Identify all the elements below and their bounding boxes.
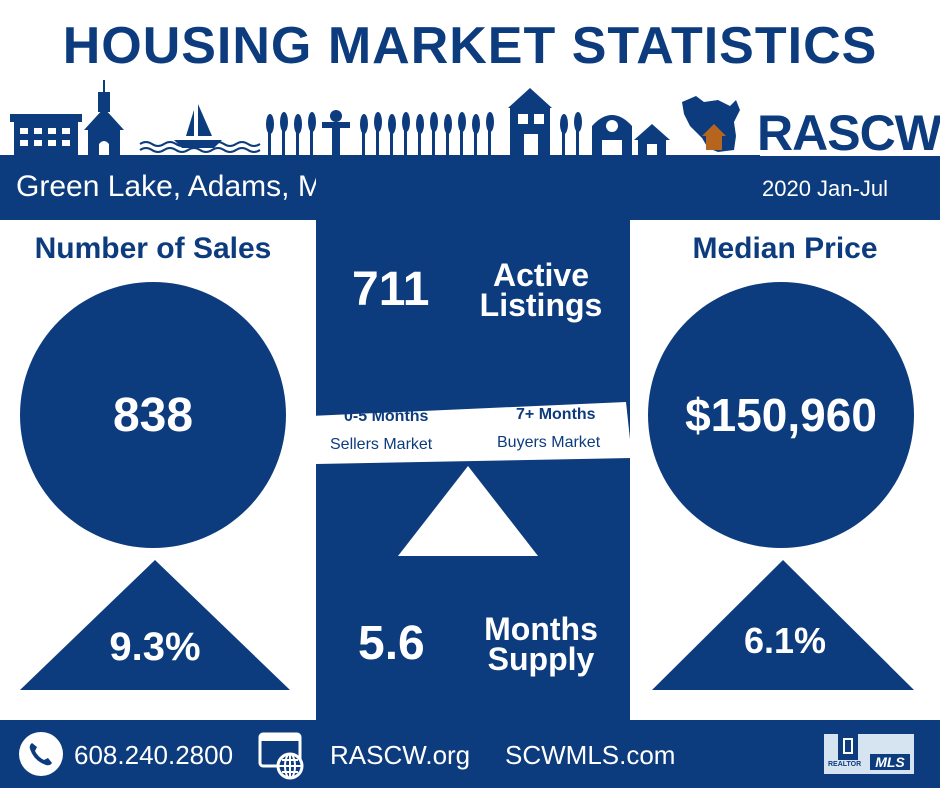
rascw-logo: RASCW (757, 105, 940, 161)
footer-bar (0, 720, 940, 788)
active-listings-label: Active Listings (468, 257, 614, 323)
skyline-illustration (0, 80, 760, 158)
mls-label: MLS (870, 754, 910, 770)
buyers-title: 7+ Months (516, 406, 596, 423)
wisconsin-map-icon (682, 96, 740, 152)
sellers-label: Sellers Market (330, 436, 433, 453)
sales-value: 838 (112, 388, 194, 442)
sales-heading: Number of Sales (34, 232, 272, 265)
median-change-triangle (652, 560, 914, 690)
website-scwmls[interactable]: SCWMLS.com (505, 740, 676, 770)
period-text: 2020 Jan-Jul (762, 176, 888, 201)
sales-change-value: 9.3% (109, 625, 201, 669)
realtor-mls-logo: REALTOR MLS (824, 734, 914, 774)
median-price-heading: Median Price (692, 232, 878, 265)
median-price-circle: $150,960 (648, 282, 914, 548)
realtor-label: REALTOR (828, 761, 862, 768)
months-supply-label: Months Supply (468, 611, 614, 677)
sales-change-triangle (20, 560, 290, 690)
median-price-value: $150,960 (685, 389, 877, 441)
sellers-title: 0-5 Months (344, 408, 429, 425)
active-label-line1: Active (492, 257, 590, 293)
active-label-line2: Listings (479, 287, 603, 323)
web-globe-icon (258, 732, 304, 780)
active-listings-value: 711 (352, 263, 430, 316)
median-change-value: 6.1% (743, 620, 827, 661)
buyers-label: Buyers Market (497, 434, 601, 451)
page-title: HOUSING MARKET STATISTICS (62, 17, 878, 75)
sales-circle: 838 (20, 282, 286, 548)
months-label-line2: Supply (487, 641, 595, 677)
phone-number[interactable]: 608.240.2800 (74, 740, 234, 770)
website-rascw[interactable]: RASCW.org (330, 740, 471, 770)
market-scale (310, 402, 632, 556)
months-label-line1: Months (484, 611, 598, 647)
months-supply-value: 5.6 (358, 617, 425, 670)
phone-icon (19, 732, 63, 776)
